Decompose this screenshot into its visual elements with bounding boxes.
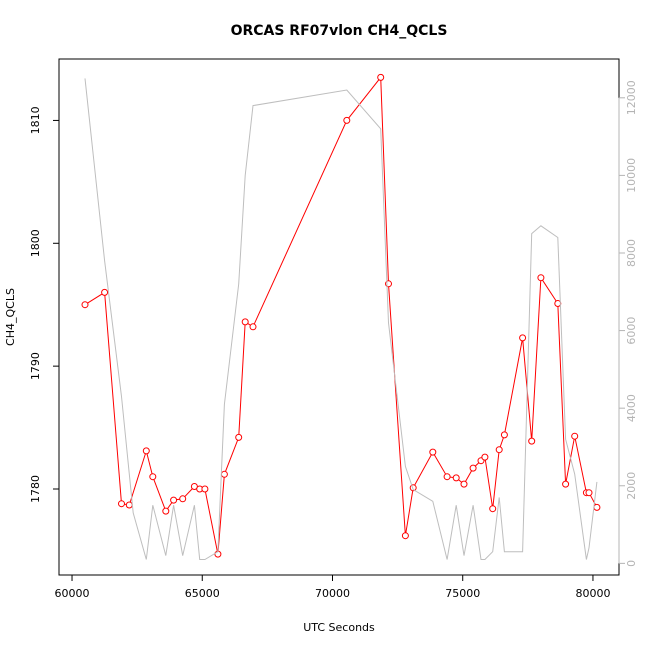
x-tick-label: 80000 (575, 587, 610, 600)
x-tick-label: 65000 (185, 587, 220, 600)
data-point (460, 480, 468, 488)
y2-axis: 0 2000 4000 6000 8000 10000 12000 (618, 80, 638, 567)
data-point (118, 500, 125, 508)
data-point (519, 334, 527, 342)
data-point (377, 73, 385, 81)
data-point (179, 495, 187, 503)
y-tick-label: 1790 (29, 352, 42, 380)
data-point (585, 489, 593, 497)
y2-tick-label: 10000 (625, 158, 638, 193)
data-point (481, 453, 489, 461)
data-point (101, 288, 109, 296)
data-point (528, 437, 536, 445)
data-point (429, 448, 437, 456)
data-point (443, 473, 451, 481)
y2-tick-label: 0 (625, 560, 638, 567)
y-tick-label: 1780 (29, 475, 42, 503)
data-point (489, 505, 497, 513)
y2-tick-label: 6000 (625, 317, 638, 345)
y2-tick-label: 4000 (625, 394, 638, 422)
x-tick-label: 70000 (315, 587, 350, 600)
data-point (162, 507, 170, 515)
y-axis: 1780 1790 1800 1810 (29, 106, 60, 503)
data-point (495, 446, 503, 454)
y-tick-label: 1800 (29, 229, 42, 257)
data-point (452, 474, 460, 482)
data-point (500, 431, 508, 439)
data-point (201, 485, 209, 493)
data-point (593, 503, 601, 511)
data-point (220, 470, 228, 478)
series-line-secondary (84, 78, 598, 560)
data-point (343, 116, 351, 124)
data-point (142, 447, 150, 455)
data-point (562, 480, 570, 488)
y-tick-label: 1810 (29, 106, 42, 134)
y2-tick-label: 8000 (625, 239, 638, 267)
data-point (401, 532, 409, 540)
data-point (469, 464, 477, 472)
data-point (170, 496, 178, 504)
data-point (235, 433, 243, 441)
x-tick-label: 75000 (445, 587, 480, 600)
data-point (149, 473, 157, 481)
series-layer (81, 73, 601, 560)
x-tick-label: 60000 (55, 587, 90, 600)
y2-tick-label: 2000 (625, 472, 638, 500)
data-point (125, 501, 133, 509)
data-point (249, 323, 257, 331)
x-axis-label: UTC Seconds (303, 621, 375, 634)
data-point (571, 432, 579, 440)
x-axis: 60000 65000 70000 75000 80000 (55, 574, 610, 600)
y2-tick-label: 12000 (625, 80, 638, 115)
series-line-primary (84, 76, 598, 555)
data-point (241, 318, 249, 326)
data-point (537, 274, 545, 282)
y-axis-label: CH4_QCLS (4, 288, 17, 346)
data-point (81, 301, 89, 309)
chart-title: ORCAS RF07vlon CH4_QCLS (231, 23, 448, 39)
